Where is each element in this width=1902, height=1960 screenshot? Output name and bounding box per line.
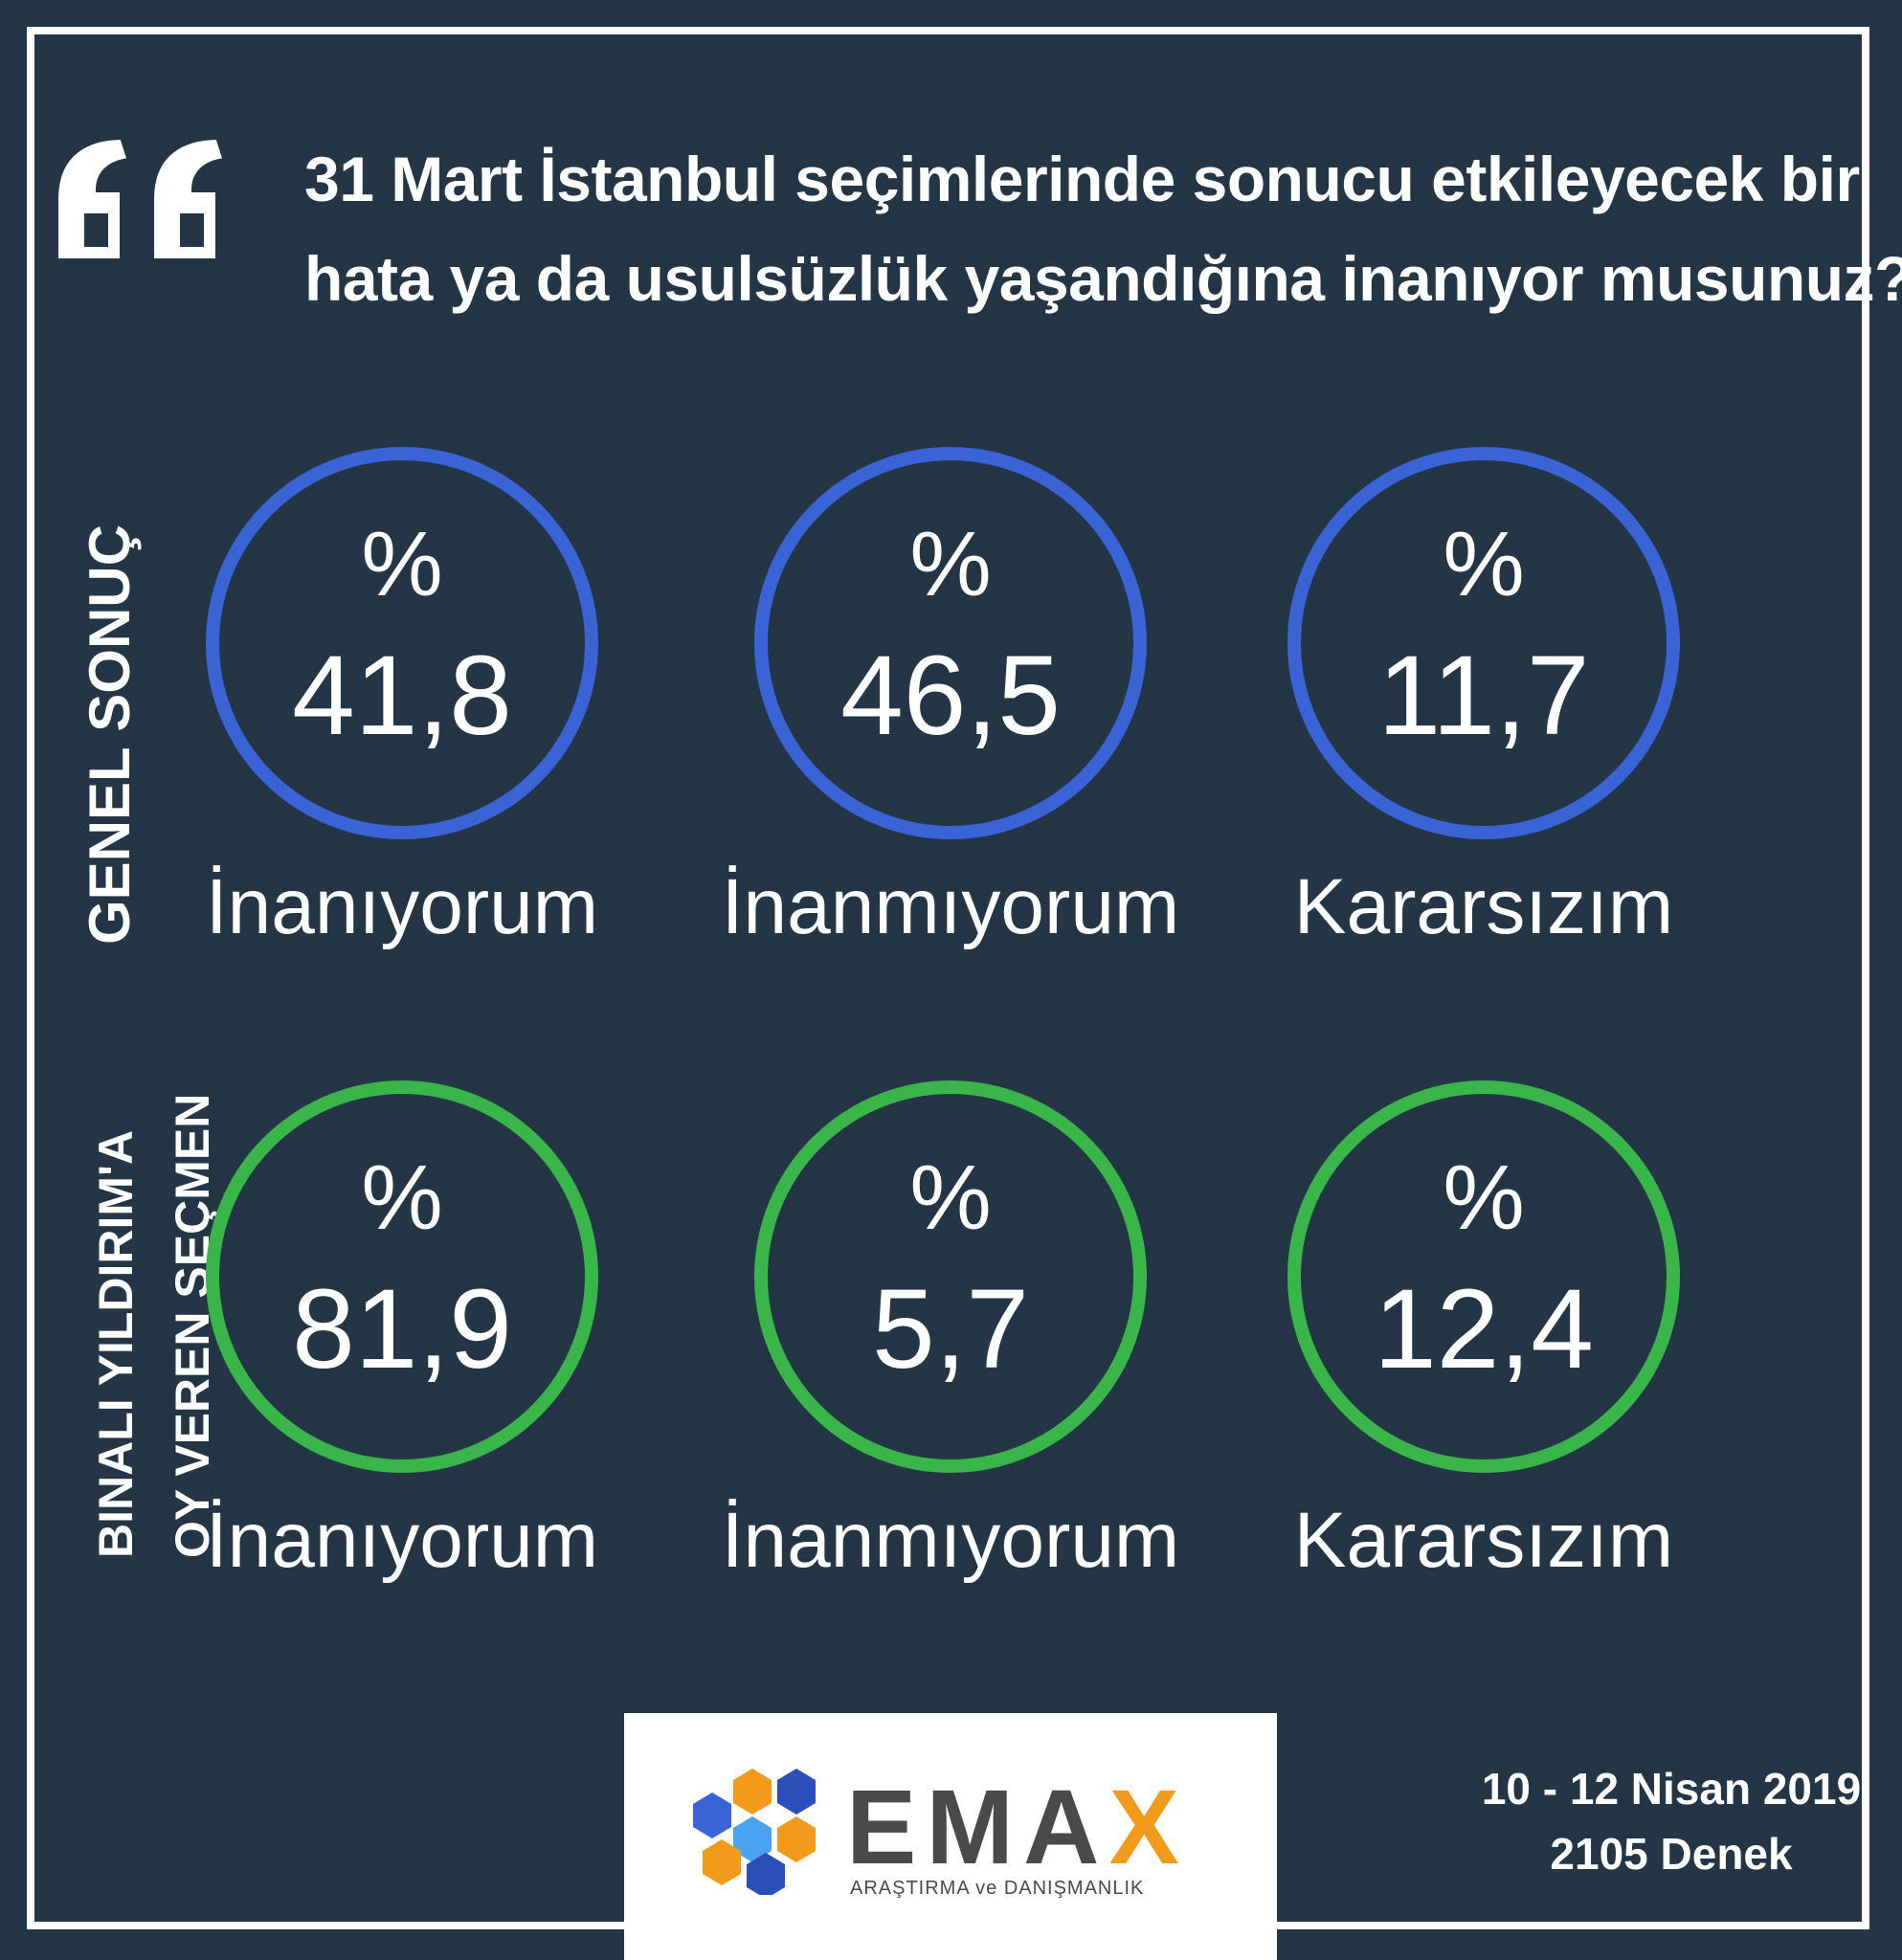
value-label: 5,7 [872, 1266, 1029, 1392]
result-card: % 46,5 İnanmıyorum [722, 447, 1180, 950]
question-line-2: hata ya da usulsüzlük yaşandığına inanıy… [304, 243, 1902, 314]
category-label: İnanmıyorum [722, 863, 1180, 950]
emax-logo: EMAX ARAŞTIRMA ve DANIŞMANLIK [624, 1713, 1277, 1960]
result-ring [754, 447, 1147, 839]
percent-sign: % [909, 513, 991, 615]
value-label: 12,4 [1374, 1266, 1594, 1392]
category-label: İnanmıyorum [722, 1497, 1180, 1584]
sample-size: 2105 Denek [1550, 1829, 1793, 1879]
result-card: % 5,7 İnanmıyorum [722, 1080, 1180, 1584]
value-label: 11,7 [1378, 633, 1590, 759]
result-card: % 11,7 Kararsızım [1287, 447, 1680, 950]
logo-wordmark: EMAX [846, 1771, 1189, 1885]
quote-icon [53, 133, 231, 264]
logo-wordmark-main: EMA [846, 1769, 1109, 1886]
percent-sign: % [909, 1147, 991, 1249]
result-card: % 41,8 İnanıyorum [206, 447, 598, 950]
percent-sign: % [361, 513, 442, 615]
percent-sign: % [1443, 1147, 1524, 1249]
result-ring [1287, 447, 1680, 839]
result-card: % 12,4 Kararsızım [1287, 1080, 1680, 1584]
result-ring [1287, 1080, 1680, 1473]
category-label: İnanıyorum [206, 863, 598, 950]
value-label: 46,5 [840, 633, 1061, 759]
question-line-1: 31 Mart İstanbul seçimlerinde sonucu etk… [304, 144, 1860, 214]
result-ring [206, 1080, 598, 1473]
survey-date: 10 - 12 Nisan 2019 [1481, 1764, 1862, 1814]
logo-tagline: ARAŞTIRMA ve DANIŞMANLIK [850, 1878, 1145, 1899]
result-card: % 81,9 İnanıyorum [206, 1080, 598, 1584]
result-ring [206, 447, 598, 839]
category-label: Kararsızım [1294, 863, 1673, 950]
category-label: İnanıyorum [206, 1497, 598, 1584]
value-label: 41,8 [292, 633, 512, 759]
hexagon-logo-icon [693, 1769, 816, 1895]
category-label: Kararsızım [1294, 1497, 1673, 1584]
percent-sign: % [1443, 513, 1524, 615]
result-ring [754, 1080, 1147, 1473]
value-label: 81,9 [292, 1266, 512, 1392]
percent-sign: % [361, 1147, 442, 1249]
survey-question: 31 Mart İstanbul seçimlerinde sonucu etk… [304, 129, 1902, 328]
logo-wordmark-accent: X [1108, 1769, 1189, 1886]
